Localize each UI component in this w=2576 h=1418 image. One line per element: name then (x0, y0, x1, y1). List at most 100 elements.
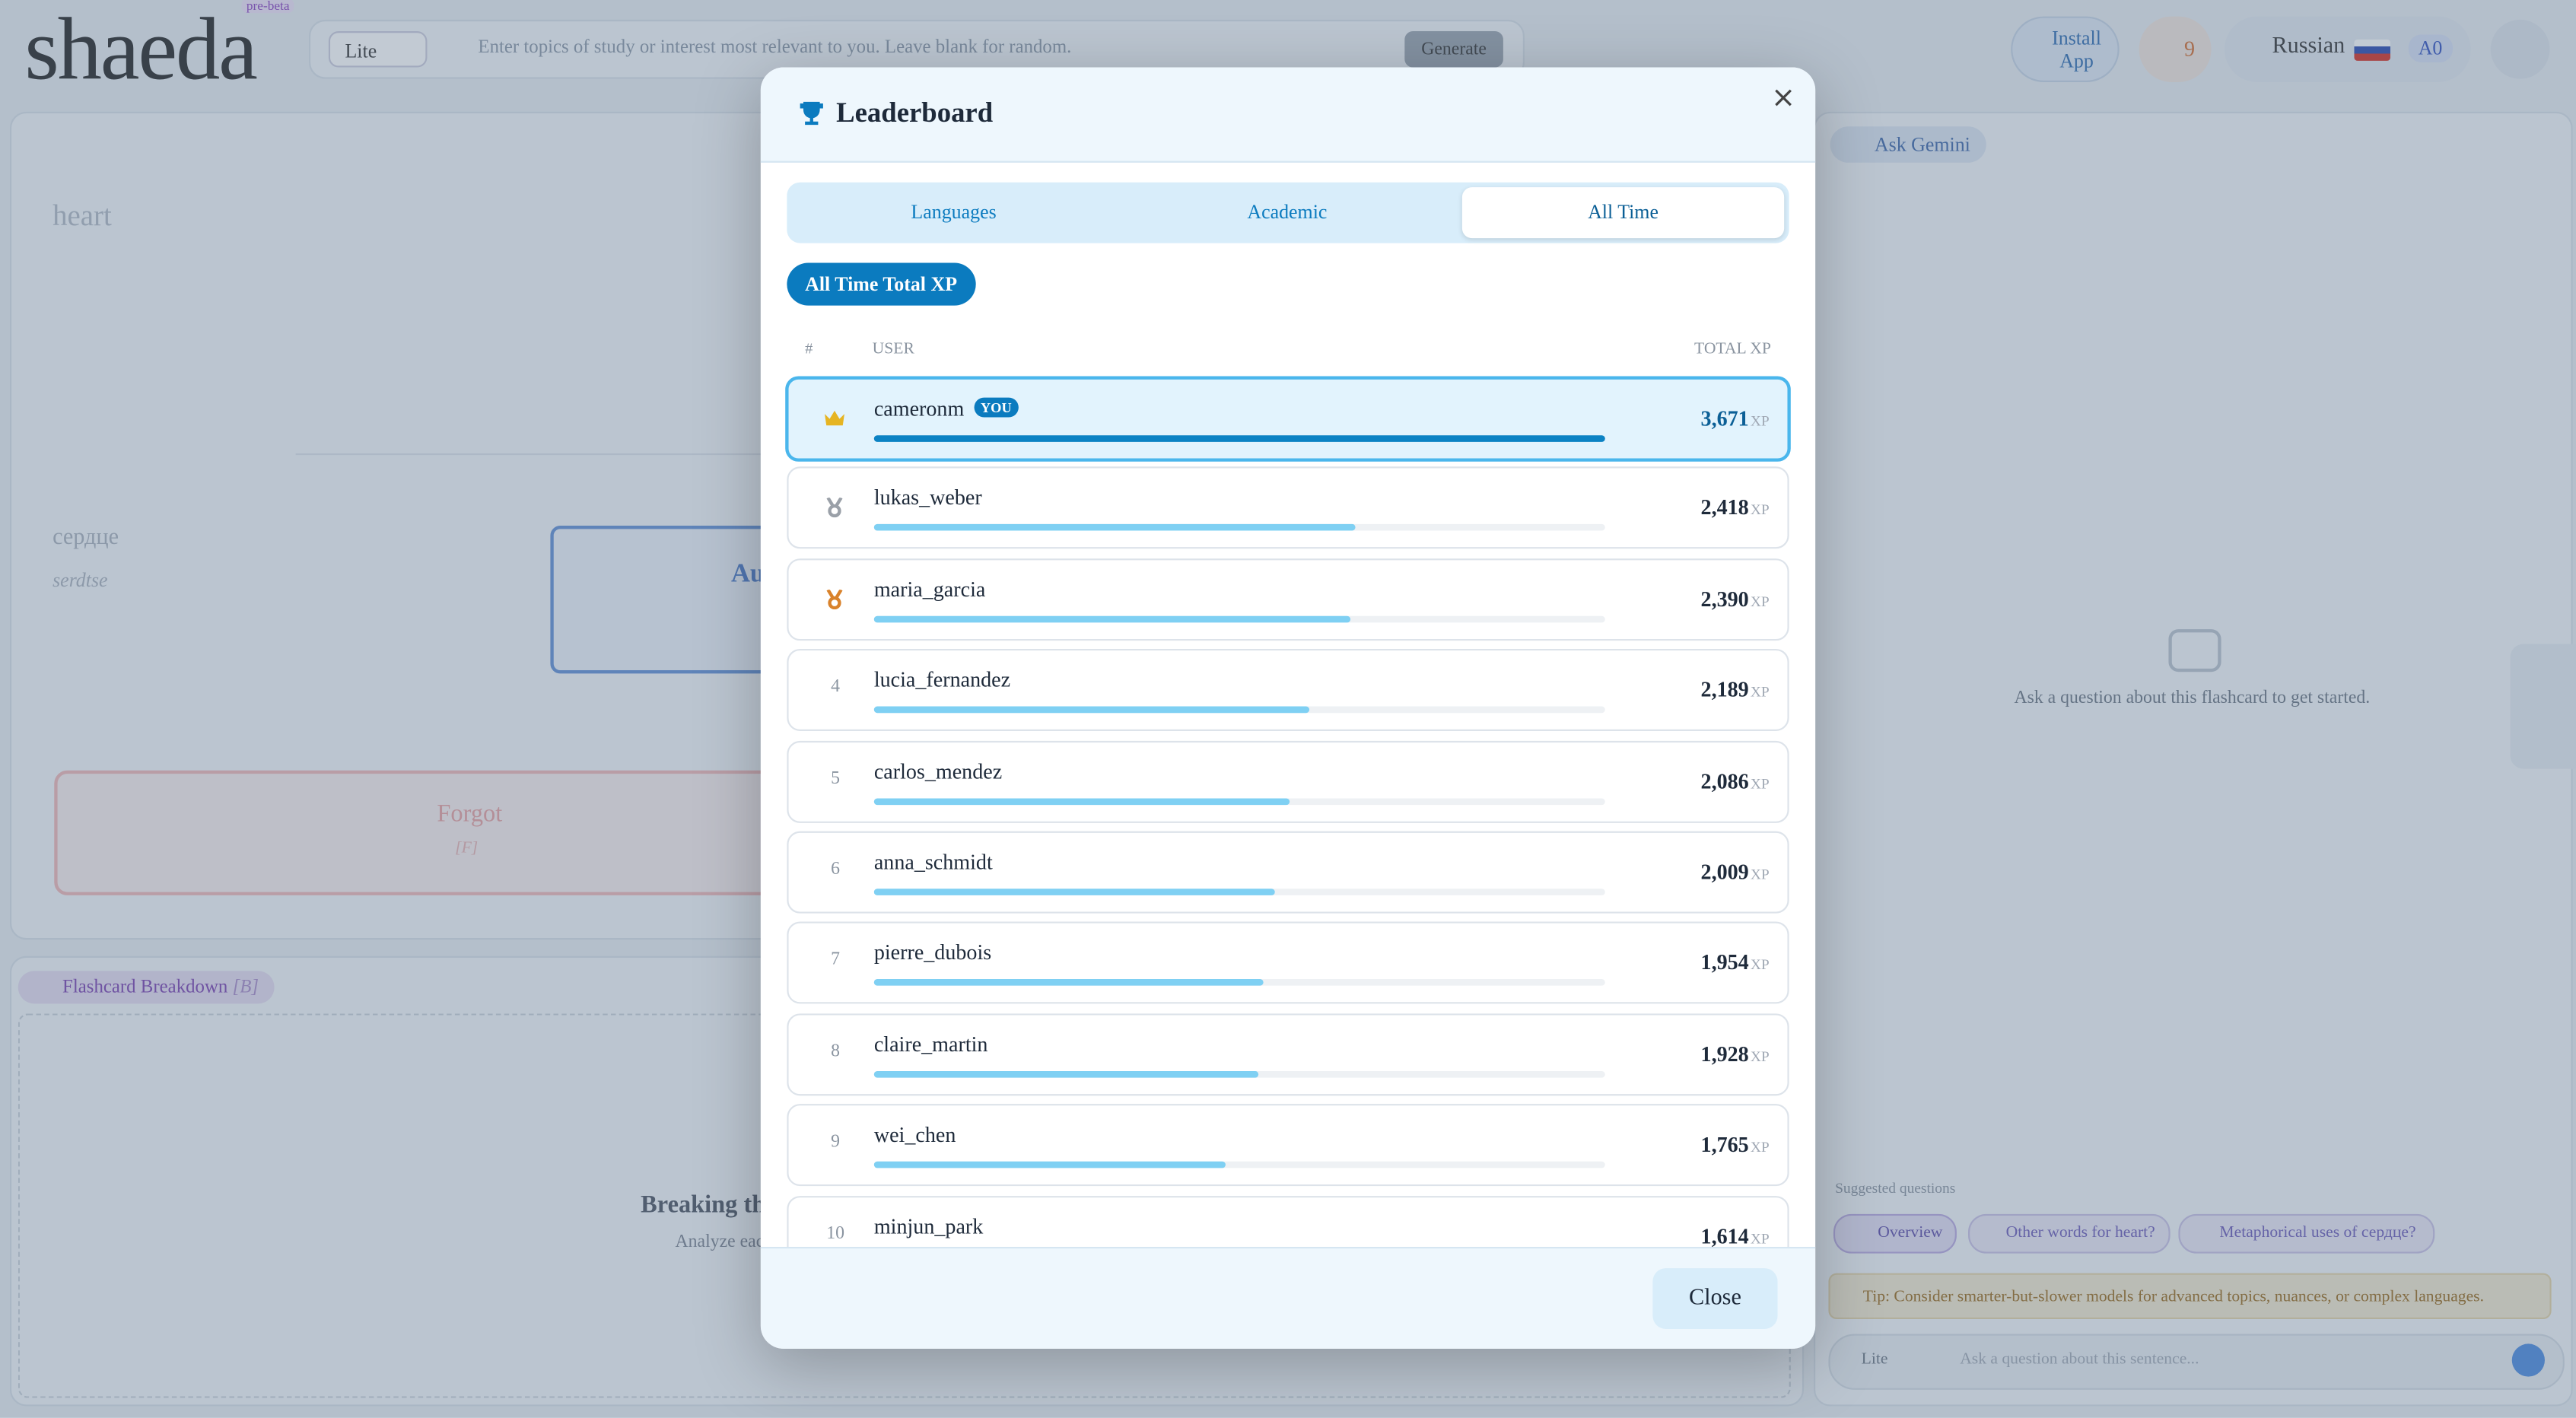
user-name: claire_martin (874, 1032, 988, 1058)
logo: shaeda (24, 0, 257, 99)
forgot-label: Forgot (437, 801, 503, 828)
tab[interactable]: All Time (1588, 200, 1658, 224)
column-header: USER (872, 340, 914, 358)
transliteration: serdtse (52, 568, 108, 592)
modal-title: Leaderboard (836, 97, 994, 129)
medal-icon (825, 497, 844, 519)
xp-track (873, 615, 1605, 622)
modal-header (760, 67, 1816, 163)
leaderboard-row: 4 lucia_fernandez 2,189 XP (787, 649, 1789, 732)
user-name-text: claire_martin (873, 1031, 988, 1057)
send-button[interactable] (2511, 1343, 2545, 1377)
tip: Tip: Consider smarter-but-slower models … (1828, 1273, 2552, 1320)
forgot-button[interactable] (54, 770, 817, 895)
user-name-text: minjun_park (873, 1213, 984, 1238)
xp-bar (873, 435, 1605, 442)
xp-bar (873, 1162, 1226, 1168)
user-name: carlos_mendez (874, 758, 1002, 785)
medal (826, 498, 843, 519)
tab[interactable]: Languages (911, 200, 997, 224)
xp-value: 1,765 (1700, 1132, 1749, 1157)
xp-track (873, 706, 1605, 714)
install-button[interactable]: Install App (2011, 16, 2120, 82)
xp-value: 2,189 (1700, 677, 1749, 702)
topic-input[interactable]: Enter topics of study or interest most r… (478, 37, 1072, 58)
leaderboard-row: maria_garcia 2,390 XP (787, 558, 1789, 641)
xp: 1,765 XP (1701, 1132, 1770, 1159)
trophy-icon (800, 101, 823, 126)
xp-value: 3,671 (1700, 405, 1749, 431)
close-button[interactable]: Close (1652, 1268, 1778, 1329)
xp-bar (873, 524, 1356, 532)
ask-gemini[interactable]: Ask Gemini (1830, 126, 1987, 163)
rank: 8 (831, 1041, 841, 1061)
xp: 1,954 XP (1701, 950, 1770, 977)
translation: сердце (52, 526, 119, 551)
leaderboard-row: 5 carlos_mendez 2,086 XP (787, 740, 1789, 823)
xp-value: 2,086 (1700, 768, 1749, 793)
user-name-text: pierre_dubois (873, 940, 992, 965)
generate-button[interactable]: Generate (1404, 31, 1503, 68)
streak[interactable]: 9 (2139, 16, 2212, 82)
breakdown-key: [B] (232, 977, 259, 997)
leaderboard-row: 6 anna_schmidt 2,009 XP (787, 831, 1789, 914)
badge: pre-beta (241, 0, 294, 14)
suggestion[interactable]: Metaphorical uses of сердце? (2178, 1213, 2434, 1254)
medal-icon (825, 588, 844, 609)
rank: 10 (826, 1222, 844, 1243)
xp-value: 2,418 (1700, 494, 1749, 520)
xp-bar (873, 706, 1310, 714)
xp-track (873, 889, 1605, 895)
leaderboard-list: cameronm YOU 3,671 XP lukas_weber 2,418 XP mari… (761, 373, 1815, 1248)
xp: 2,189 XP (1701, 677, 1770, 704)
xp-track (873, 979, 1605, 987)
crown (825, 410, 844, 426)
user-name: lukas_weber (874, 485, 982, 512)
suggestion[interactable]: Overview (1833, 1213, 1957, 1254)
gemini-empty: Ask a question about this flashcard to g… (2014, 688, 2371, 708)
leaderboard-row: 8 claire_martin 1,928 XP (787, 1013, 1789, 1095)
user-name: anna_schmidt (874, 849, 993, 876)
model-select[interactable]: Lite (328, 31, 428, 68)
answer: Au (730, 560, 765, 589)
chat-input[interactable]: Ask a question about this sentence... (1960, 1350, 2199, 1369)
leaderboard-row: 9 wei_chen 1,765 XP (787, 1104, 1789, 1187)
xp-bar (873, 1070, 1258, 1078)
leaderboard-row: lukas_weber 2,418 XP (787, 467, 1789, 550)
xp-unit: XP (1750, 412, 1770, 429)
suggestion[interactable]: Other words for heart? (1968, 1213, 2171, 1254)
you-badge: YOU (974, 397, 1019, 418)
xp-bar (873, 889, 1274, 895)
xp-unit: XP (1750, 1138, 1770, 1156)
xp-track (873, 524, 1605, 532)
side-tools (2510, 644, 2576, 769)
user-name-text: lukas_weber (873, 485, 982, 510)
close-x[interactable] (1774, 89, 1792, 107)
xp: 3,671 XP (1701, 405, 1770, 432)
leaderboard-row: cameronm YOU 3,671 XP (785, 376, 1791, 462)
breakdown-subtitle: Analyze eac (675, 1232, 765, 1252)
modal-footer (760, 1247, 1816, 1349)
xp-bar (873, 615, 1350, 622)
breakdown-tab[interactable]: Flashcard Breakdown [B] (17, 971, 275, 1004)
crown-icon (825, 408, 844, 428)
rank: 4 (831, 677, 841, 698)
xp-unit: XP (1750, 683, 1770, 701)
rank: 7 (831, 949, 841, 970)
breakdown-tab-label: Flashcard Breakdown (62, 977, 228, 997)
robot-icon (2168, 629, 2221, 672)
rank: 5 (831, 768, 841, 788)
user-name: cameronm YOU (874, 396, 1019, 422)
user-name-text: maria_garcia (873, 576, 986, 601)
xp-value: 1,928 (1700, 1041, 1749, 1067)
xp: 2,418 XP (1701, 495, 1770, 522)
breakdown-title: Breaking th (641, 1192, 766, 1219)
chat-model[interactable]: Lite (1861, 1350, 1888, 1369)
tab[interactable]: Academic (1247, 200, 1328, 224)
xp-unit: XP (1750, 593, 1770, 609)
divider (295, 453, 789, 456)
profile[interactable] (2490, 19, 2550, 79)
filter-pill[interactable]: All Time Total XP (787, 262, 975, 306)
user-name-text: cameronm (873, 396, 965, 421)
